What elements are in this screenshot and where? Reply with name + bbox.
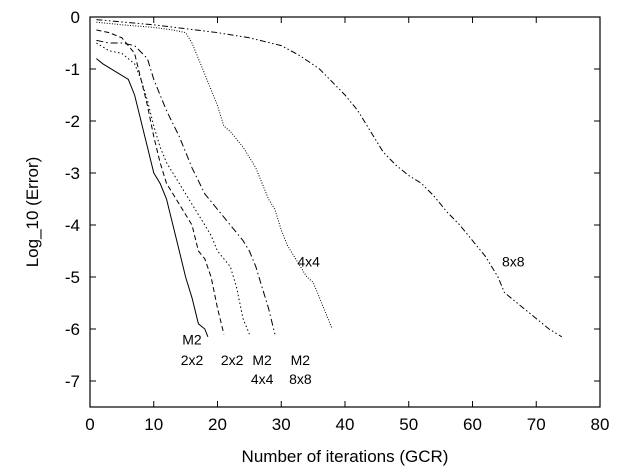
series-annotation: M2 — [291, 352, 311, 368]
x-tick-label: 50 — [399, 415, 418, 434]
y-tick-label: 0 — [71, 8, 80, 27]
x-tick-label: 20 — [208, 415, 227, 434]
x-axis-title: Number of iterations (GCR) — [242, 447, 449, 466]
series-line-solid — [96, 58, 209, 337]
y-tick-label: -3 — [65, 164, 80, 183]
x-tick-label: 0 — [85, 415, 94, 434]
y-tick-label: -7 — [65, 372, 80, 391]
annotations: M2 2x2 2x2 M2 4x4 M2 8x8 4x4 8x8 — [181, 253, 525, 387]
y-tick-label: -1 — [65, 60, 80, 79]
x-tick-label: 80 — [591, 415, 610, 434]
y-axis-title: Log_10 (Error) — [23, 157, 42, 268]
x-tick-label: 30 — [272, 415, 291, 434]
plot-lines — [96, 19, 563, 338]
y-tick-label: -4 — [65, 216, 80, 235]
x-tick-label: 60 — [463, 415, 482, 434]
x-tick-label: 10 — [144, 415, 163, 434]
series-annotation: 2x2 — [221, 352, 244, 368]
y-tick-label: -2 — [65, 112, 80, 131]
series-annotation: 4x4 — [297, 253, 320, 269]
series-annotation: 2x2 — [181, 352, 204, 368]
x-tick-label: 40 — [336, 415, 355, 434]
series-line-dashed — [96, 29, 225, 335]
series-annotation: 8x8 — [502, 253, 525, 269]
y-tick-label: -5 — [65, 268, 80, 287]
series-annotation: 4x4 — [251, 371, 274, 387]
series-line-fine-dotted — [96, 21, 333, 330]
plot-frame — [89, 16, 601, 408]
series-line-dotted — [96, 42, 250, 335]
series-line-dash-dot — [96, 39, 276, 335]
series-line-dash-dot-dot — [96, 19, 563, 338]
series-annotation: 8x8 — [289, 371, 312, 387]
series-annotation: M2 — [182, 331, 202, 347]
axis-ticks: 0 10 20 30 40 50 60 70 80 0 -1 -2 -3 -4 -5 -6 -7 — [65, 8, 610, 434]
series-annotation: M2 — [252, 352, 272, 368]
x-tick-label: 70 — [527, 415, 546, 434]
y-tick-label: -6 — [65, 320, 80, 339]
